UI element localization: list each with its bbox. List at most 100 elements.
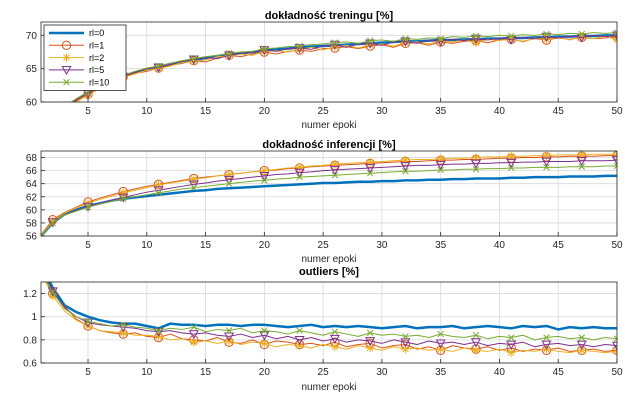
x-tick-label: 40	[494, 240, 506, 251]
point-rl5	[611, 341, 617, 351]
x-tick-label: 15	[200, 240, 212, 251]
point-rl2	[507, 152, 516, 161]
point-rl2	[577, 346, 586, 355]
point-rl2	[295, 163, 304, 172]
point-rl10	[190, 55, 198, 62]
point-rl5	[576, 156, 587, 167]
point-rl2	[224, 170, 234, 179]
point-rl5	[294, 335, 305, 346]
y-tick-label: 0.8	[23, 335, 37, 346]
legend-marker	[61, 40, 72, 50]
point-rl5	[611, 156, 617, 166]
plot-area	[41, 22, 617, 102]
series-line-rl5	[71, 34, 617, 102]
point-rl5	[435, 160, 446, 170]
chart-title: dokładność treningu [%]	[265, 10, 394, 22]
point-rl10	[437, 35, 444, 42]
x-tick-label: 5	[85, 106, 91, 117]
x-tick-label: 20	[259, 106, 271, 117]
x-tick-label: 10	[141, 240, 153, 251]
point-rl10	[613, 29, 617, 36]
x-axis-label: numer epoki	[301, 120, 356, 131]
point-rl10	[472, 331, 480, 339]
point-rl2	[436, 36, 445, 45]
series-line-rl2	[41, 153, 617, 236]
point-rl5	[47, 287, 58, 297]
x-tick-label: 20	[259, 367, 271, 378]
x-tick-label: 35	[435, 240, 447, 251]
point-rl2	[295, 341, 304, 350]
point-rl10	[190, 184, 198, 191]
point-rl5	[224, 332, 235, 342]
point-rl10	[402, 333, 409, 340]
x-tick-label: 30	[376, 367, 388, 378]
point-rl2	[189, 57, 199, 66]
point-rl10	[49, 219, 57, 227]
point-rl5	[49, 117, 57, 125]
y-tick-label: 60	[26, 98, 38, 109]
point-rl2	[154, 180, 163, 190]
series-line-rl10	[41, 165, 617, 236]
point-rl10	[50, 116, 56, 122]
point-rl5	[470, 159, 481, 169]
series-line-rl2	[45, 282, 617, 354]
x-tick-label: 10	[141, 367, 153, 378]
x-tick-label: 10	[141, 106, 153, 117]
axes-box	[40, 281, 618, 364]
series-line-rl10	[70, 32, 617, 102]
chart-title: dokładność inferencji [%]	[262, 139, 396, 151]
point-rl10	[331, 39, 339, 46]
point-rl2	[471, 153, 481, 162]
point-rl5	[611, 31, 617, 41]
point-rl2	[577, 151, 586, 160]
point-rl10	[507, 32, 515, 40]
point-rl5	[259, 171, 270, 182]
series-line-rl5	[41, 159, 617, 236]
x-tick-label: 50	[611, 106, 623, 117]
point-rl10	[472, 32, 480, 40]
point-rl5	[188, 55, 199, 65]
point-rl5	[541, 157, 552, 167]
point-rl10	[507, 164, 515, 172]
point-rl5	[541, 340, 552, 350]
point-rl10	[225, 327, 233, 334]
point-rl2	[330, 42, 340, 51]
legend-marker	[62, 53, 71, 62]
chart-title: outliers [%]	[299, 266, 359, 278]
legend-label: rl=2	[89, 53, 104, 63]
legend-label: rl=5	[89, 65, 104, 75]
series-line-rl5	[47, 282, 617, 348]
point-rl10	[261, 45, 268, 52]
point-rl2	[471, 346, 481, 355]
point-rl10	[119, 321, 127, 329]
x-tick-label: 25	[318, 367, 330, 378]
point-rl10	[366, 329, 374, 337]
point-rl10	[578, 163, 586, 170]
series-line-rl1	[41, 155, 617, 235]
point-rl2	[436, 344, 445, 354]
point-rl2	[83, 91, 93, 100]
axes-box	[40, 150, 618, 237]
x-tick-label: 45	[553, 367, 565, 378]
chart-panel-1: 5 10 15 20 25 30 35 40 45 50 60 65 70 dokładność tren…	[26, 10, 623, 131]
x-tick-label: 40	[494, 106, 506, 117]
point-rl5	[118, 193, 129, 203]
point-rl2	[542, 151, 551, 160]
point-rl5	[400, 338, 411, 348]
point-rl1	[49, 118, 57, 126]
y-tick-label: 68	[26, 153, 38, 164]
point-rl2	[365, 157, 375, 167]
x-tick-label: 15	[200, 106, 212, 117]
point-rl10	[578, 30, 586, 38]
legend-label: rl=1	[89, 41, 104, 51]
x-axis-label: numer epoki	[301, 254, 356, 265]
axes-box	[40, 21, 618, 103]
legend-label: rl=10	[89, 77, 109, 87]
point-rl2	[295, 45, 304, 54]
legend-marker	[63, 78, 70, 86]
y-tick-label: 66	[26, 166, 38, 177]
series-line-rl2	[75, 35, 617, 102]
chart-panel-3: 5 10 15 20 25 30 35 40 45 50 0.6 0.8 1 1.2 outliers [%…	[23, 266, 623, 393]
